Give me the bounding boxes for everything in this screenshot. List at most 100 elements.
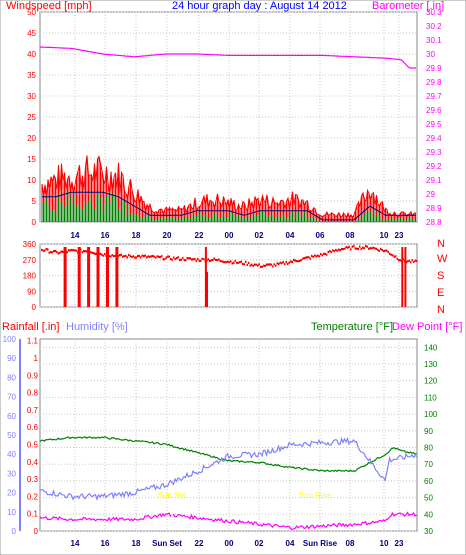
temperature-tick-label: 60 [424,477,433,486]
barometer-tick-label: 28.8 [426,218,442,227]
barometer-tick-label: 29.4 [426,134,442,143]
windspeed-tick-label: 50 [27,8,36,17]
direction-compass-tick: W [437,253,448,265]
temperature-tick-label: 120 [424,377,438,386]
panel-3-time-tick-label: 02 [255,539,264,548]
sun-marker-label: Sun Rise [299,491,332,500]
wind-direction-spike [77,247,81,307]
panel-1-time-tick-label: 23 [395,231,404,240]
rainfall-tick-label: 0.7 [27,406,39,415]
humidity-tick-label: 30 [7,469,16,478]
direction-degree-tick: 90 [27,287,36,296]
panel-1-time-tick-label: 18 [132,231,141,240]
temperature-tick-label: 130 [424,360,438,369]
windspeed-axis-label: Windspeed [mph] [6,0,92,12]
wind-gust-line [41,155,416,219]
panel-3-time-tick-label: 00 [225,539,234,548]
panel-3-time-tick-label: 22 [195,539,204,548]
rainfall-tick-label: 0.2 [27,492,39,501]
wind-direction-spike [96,247,100,307]
temperature-tick-label: 30 [424,527,433,536]
windspeed-tick-label: 40 [27,50,36,59]
humidity-tick-label: 20 [7,489,16,498]
panel-3-time-tick-label: 23 [395,539,404,548]
temperature-humidity-panel: 0 0.1 0.2 0.3 0.4 0.5 0.6 0.7 0.8 0.9 1 1.1 0 10 20 30… [2,321,462,548]
barometer-tick-label: 29.2 [426,162,442,171]
rainfall-axis-label: Rainfall [.in] [2,321,59,333]
humidity-tick-label: 10 [7,508,16,517]
panel-1-time-tick-label: 14 [71,231,80,240]
temperature-line [39,436,417,473]
direction-degree-tick: 360 [23,240,37,249]
direction-degree-tick: 0 [32,303,37,312]
humidity-tick-label: 60 [7,412,16,421]
humidity-line [39,436,417,502]
rainfall-tick-label: 0 [34,527,39,536]
barometer-line [39,46,416,69]
barometer-tick-label: 30.1 [426,36,442,45]
humidity-axis-ticks: 0 10 20 30 40 50 60 70 80 90 100 [3,335,17,536]
wind-direction-spike [401,247,404,307]
panel-1-time-tick-label: 08 [346,231,355,240]
barometer-tick-label: 29.5 [426,120,442,129]
rainfall-tick-label: 0.8 [27,389,39,398]
wind-direction-spike [63,247,67,307]
humidity-tick-label: 40 [7,450,16,459]
panel-3-time-tick-label: 16 [101,539,110,548]
panel-1-time-tick-label: 06 [316,231,325,240]
panel-1-series [39,46,416,222]
panel-1-time-tick-label: 22 [195,231,204,240]
windspeed-tick-label: 45 [27,29,36,38]
barometer-tick-label: 30.3 [426,8,442,17]
direction-compass-tick: S [437,270,444,282]
dewpoint-axis-label: Dew Point [°F] [392,321,462,333]
direction-degree-ticks: 0 90 180 270 360 [23,240,37,312]
barometer-tick-label: 29.7 [426,92,442,101]
rainfall-tick-label: 1 [34,354,39,363]
temperature-axis-label: Temperature [°F] [311,321,393,333]
windspeed-tick-label: 35 [27,71,36,80]
wind-direction-spike [206,272,208,307]
barometer-tick-label: 29.8 [426,78,442,87]
panel-1-time-tick-label: 00 [225,231,234,240]
panel-1-time-tick-label: 16 [101,231,110,240]
windspeed-tick-label: 5 [32,197,37,206]
rainfall-tick-label: 0.6 [27,423,39,432]
humidity-tick-label: 100 [3,335,17,344]
panel-3-grid [40,339,417,532]
temperature-tick-label: 70 [424,460,433,469]
barometer-tick-label: 30 [426,50,435,59]
panel-1-time-tick-label: 10 [380,231,389,240]
humidity-axis-label: Humidity [%] [66,321,128,333]
humidity-tick-label: 0 [12,527,17,536]
humidity-tick-label: 80 [7,373,16,382]
windspeed-tick-label: 0 [32,218,37,227]
panel-3-time-tick-label: 04 [286,539,295,548]
panel-3-time-tick-label: Sun Rise [303,539,338,548]
panel-3-time-ticks: 14 16 18 Sun Set 22 00 02 04 Sun Rise 08 10 23 [71,539,404,548]
chart-title: 24 hour graph day : August 14 2012 [172,0,347,12]
windspeed-tick-label: 15 [27,155,36,164]
windspeed-tick-label: 20 [27,134,36,143]
rainfall-tick-label: 1.1 [27,337,39,346]
dewpoint-line [39,511,417,531]
temperature-tick-label: 80 [424,444,433,453]
wind-direction-spike [87,247,91,307]
temperature-axis-ticks: 30 40 50 60 70 80 90 100 110 120 130 140 [424,343,438,536]
wind-direction-points [41,245,418,268]
windspeed-axis-ticks: 0 5 10 15 20 25 30 35 40 45 50 [27,8,36,227]
panel-3-time-tick-label: Sun Set [152,539,182,548]
direction-compass-tick: N [437,238,445,250]
temperature-tick-label: 40 [424,510,433,519]
rainfall-tick-label: 0.4 [27,458,39,467]
direction-degree-tick: 180 [23,272,37,281]
wind-trend-line [42,191,416,221]
humidity-axis-bar [19,339,21,531]
direction-compass-tick: E [437,287,444,299]
windspeed-tick-label: 30 [27,92,36,101]
panel-2-plot-area [39,243,418,308]
panel-3-time-tick-label: 14 [71,539,80,548]
temperature-tick-label: 90 [424,427,433,436]
